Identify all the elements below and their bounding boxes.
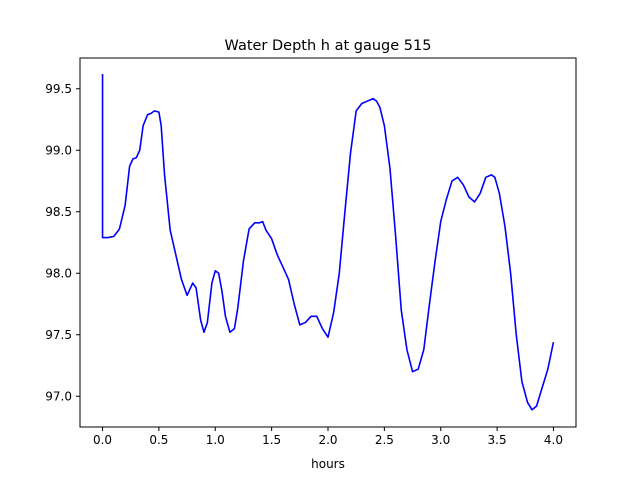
y-tick-label: 98.5 — [45, 205, 72, 219]
x-tick-label: 2.0 — [318, 433, 337, 447]
x-tick-label: 4.0 — [544, 433, 563, 447]
x-tick-label: 0.0 — [93, 433, 112, 447]
x-tick-label: 2.5 — [375, 433, 394, 447]
y-tick-label: 97.5 — [45, 328, 72, 342]
chart-title: Water Depth h at gauge 515 — [225, 38, 432, 54]
y-tick-label: 99.0 — [45, 143, 72, 157]
y-tick-label: 98.0 — [45, 266, 72, 280]
x-tick-label: 1.5 — [262, 433, 281, 447]
y-tick-label: 99.5 — [45, 82, 72, 96]
series-line-1 — [101, 73, 555, 411]
x-tick-label: 3.5 — [488, 433, 507, 447]
y-tick-label: 97.0 — [45, 389, 72, 403]
x-tick-label: 1.0 — [206, 433, 225, 447]
y-axis-ticks: 97.0 97.5 98.0 98.5 99.0 99.5 — [45, 82, 80, 403]
x-axis-ticks: 0.0 0.5 1.0 1.5 2.0 2.5 3.0 3.5 4.0 — [93, 427, 563, 447]
x-tick-label: 3.0 — [431, 433, 450, 447]
x-tick-label: 0.5 — [149, 433, 168, 447]
x-axis-label: hours — [311, 457, 345, 471]
